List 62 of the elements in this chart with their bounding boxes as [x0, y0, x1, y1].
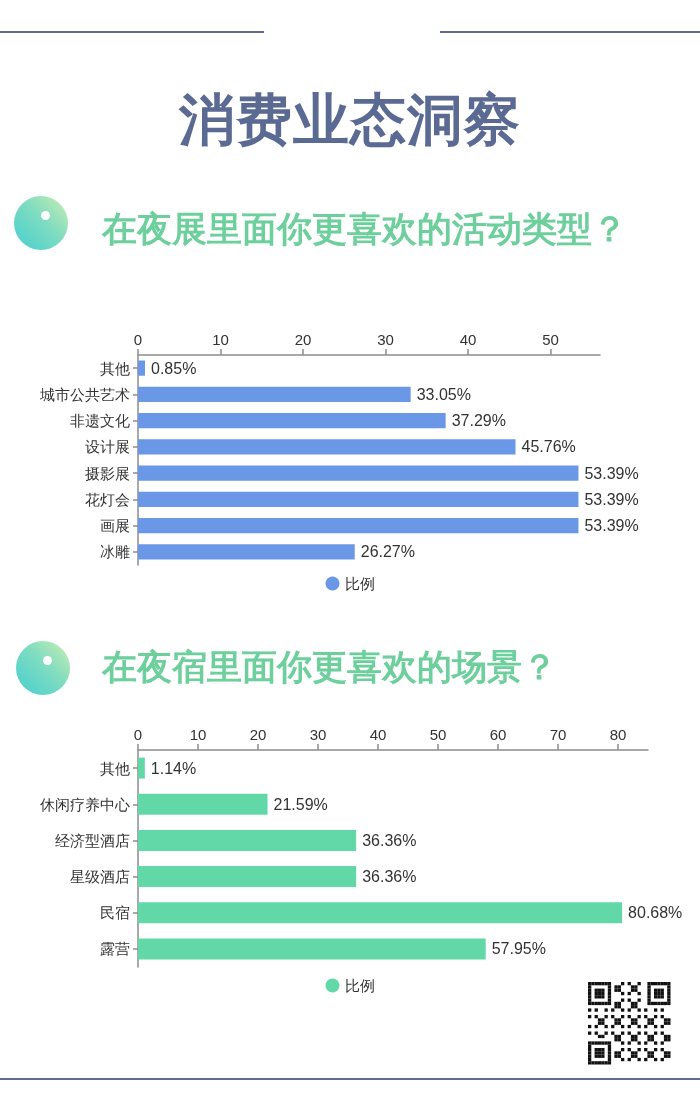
x-tick-label: 80	[609, 726, 627, 743]
bar	[138, 360, 146, 376]
y-tick-label: 非遗文化	[70, 412, 130, 430]
bar	[138, 866, 357, 888]
x-tick-label: 50	[542, 331, 559, 348]
data-label: 36.36%	[362, 868, 417, 886]
y-tick-label: 摄影展	[85, 464, 130, 482]
bar	[138, 386, 411, 402]
bar	[138, 413, 446, 429]
legend-label: 比例	[344, 575, 375, 592]
x-tick-label: 50	[429, 726, 447, 743]
data-label: 57.95%	[491, 940, 546, 958]
data-label: 80.68%	[628, 904, 683, 922]
y-tick-label: 星级酒店	[70, 868, 130, 886]
y-tick-label: 冰雕	[100, 543, 130, 561]
data-label: 0.85%	[151, 359, 197, 377]
bar	[138, 518, 579, 534]
bar	[138, 829, 357, 851]
data-label: 21.59%	[273, 795, 328, 813]
x-tick-label: 10	[212, 331, 229, 348]
y-tick-label: 其他	[100, 759, 130, 777]
chart-title: 在夜宿里面你更喜欢的场景？	[102, 647, 557, 689]
data-label: 36.36%	[362, 831, 417, 849]
y-tick-label: 设计展	[85, 438, 130, 456]
x-tick-label: 20	[294, 331, 312, 348]
x-tick-label: 40	[369, 726, 387, 743]
y-tick-label: 花灯会	[85, 490, 130, 508]
data-label: 45.76%	[521, 438, 576, 456]
x-tick-label: 20	[249, 726, 267, 743]
bar	[138, 902, 623, 924]
y-tick-label: 城市公共艺术	[39, 385, 130, 403]
x-tick-label: 30	[377, 331, 394, 348]
text: 消费业态洞察	[178, 88, 522, 152]
y-tick-label: 经济型酒店	[55, 831, 130, 849]
x-tick-label: 0	[133, 331, 143, 348]
x-tick-label: 60	[489, 726, 507, 743]
bar	[138, 491, 579, 507]
data-label: 1.14%	[150, 759, 197, 777]
data-label: 53.39%	[584, 490, 639, 508]
y-tick-label: 休闲疗养中心	[40, 795, 130, 813]
x-tick-label: 70	[549, 726, 567, 743]
data-label: 53.39%	[584, 517, 639, 535]
y-tick-label: 画展	[100, 517, 130, 535]
x-tick-label: 40	[459, 331, 477, 348]
x-tick-label: 0	[133, 726, 143, 743]
x-tick-label: 10	[189, 726, 207, 743]
bar	[138, 439, 516, 455]
y-tick-label: 露营	[100, 940, 130, 958]
bar	[138, 465, 579, 481]
legend-label: 比例	[344, 977, 375, 994]
bar	[138, 938, 486, 960]
bar	[138, 544, 355, 560]
data-label: 33.05%	[416, 385, 471, 403]
bar	[138, 757, 145, 779]
data-label: 53.39%	[584, 464, 639, 482]
y-tick-label: 其他	[100, 359, 130, 377]
data-label: 26.27%	[360, 543, 415, 561]
data-label: 37.29%	[451, 412, 506, 430]
y-tick-label: 民宿	[100, 904, 130, 922]
bar	[138, 793, 268, 815]
chart-title: 在夜展里面你更喜欢的活动类型？	[102, 209, 627, 251]
x-tick-label: 30	[309, 726, 327, 743]
